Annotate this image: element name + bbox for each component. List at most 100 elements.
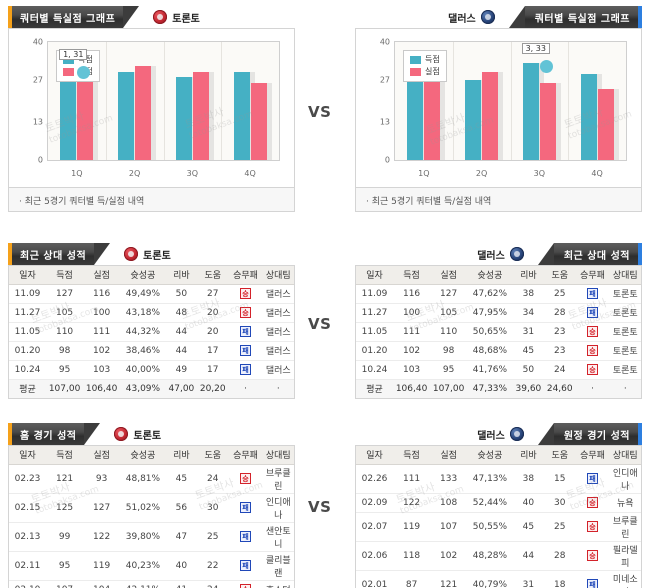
tab-label: 쿼터별 득실점 그래프: [20, 13, 116, 25]
bar-score[interactable]: [118, 71, 140, 160]
table-cell: 116: [83, 284, 121, 304]
bar-score[interactable]: [60, 68, 82, 161]
table-row[interactable]: 11.05 111 110 50,65% 31 23 승 토론토: [356, 322, 641, 342]
dallas-quarter-chart-panel: 댈러스 쿼터별 득실점 그래프 토토박사 totobaksa.com 토토박사 to…: [355, 6, 642, 212]
toronto-quarter-chart-panel: 쿼터별 득실점 그래프 토론토 토토박사 totobaksa.com 토토박사 to…: [8, 6, 295, 212]
table-row[interactable]: 02.23 121 93 48,81% 45 24 승 브루클린: [9, 464, 294, 494]
vs-label-venue: VS: [308, 498, 332, 516]
bar-score[interactable]: [175, 77, 197, 160]
status-badge: 승: [587, 345, 599, 356]
toronto-logo-icon: [114, 427, 129, 441]
column-header: 승무패: [575, 446, 610, 465]
bar-score[interactable]: [407, 68, 429, 161]
table-cell: 클리블랜: [262, 551, 294, 581]
table-cell: 인디애나: [262, 493, 294, 523]
table-row[interactable]: 11.27 105 100 43,18% 48 20 승 댈러스: [9, 303, 294, 323]
table-cell: 95: [430, 360, 468, 380]
legend-item: 실점: [410, 66, 440, 78]
dallas-logo-icon: [480, 10, 495, 24]
table-cell: 40,00%: [120, 360, 166, 380]
table-row[interactable]: 02.1010710442,11%4124 승 휴스턴: [9, 580, 294, 588]
table-cell: 49: [165, 360, 198, 380]
table-cell: 38: [512, 284, 545, 304]
bar-conc[interactable]: [250, 83, 272, 160]
bar-conc[interactable]: [482, 71, 504, 160]
tab-away-games-right[interactable]: 원정 경기 성적: [537, 423, 642, 445]
bar-conc[interactable]: [192, 71, 214, 160]
table-cell: 107,00: [46, 379, 84, 398]
bar-conc[interactable]: [135, 65, 157, 161]
table-row[interactable]: 02.13 99 122 39,80% 47 25 패 샌안토니: [9, 522, 294, 552]
bar-conc[interactable]: [539, 83, 561, 160]
y-axis-tick: 13: [32, 117, 43, 127]
table-cell: 11.05: [9, 322, 47, 342]
table-row[interactable]: 11.27 100 105 47,95% 34 28 패 토론토: [356, 303, 641, 323]
table-cell: 52,44%: [467, 493, 513, 513]
table-cell: 40: [512, 493, 545, 513]
bar-conc[interactable]: [597, 89, 619, 160]
table-cell: 116: [393, 284, 431, 304]
table-row[interactable]: 02.09 122 108 52,44% 40 30 승 뉴욕: [356, 493, 641, 513]
bar-score[interactable]: [522, 62, 544, 161]
tab-home-games-left[interactable]: 홈 경기 성적: [8, 423, 102, 445]
chart-tooltip: 1, 31: [59, 48, 88, 60]
table-row[interactable]: 02.07 119 107 50,55% 45 25 승 브루클린: [356, 512, 641, 542]
bar-score[interactable]: [580, 74, 602, 160]
bar-score[interactable]: [233, 71, 255, 160]
table-cell: 102: [430, 541, 468, 571]
x-axis-tick: 4Q: [591, 169, 603, 178]
team-dallas: 댈러스: [440, 10, 503, 25]
table-row[interactable]: 01.20 98 102 38,46% 44 17 패 댈러스: [9, 341, 294, 361]
result-cell: 승: [575, 493, 610, 513]
table-row[interactable]: 11.09 127 116 49,49% 50 27 승 댈러스: [9, 284, 294, 304]
chart-tooltip: 3, 33: [521, 42, 550, 54]
legend-item: 득점: [410, 54, 440, 66]
data-point-marker[interactable]: [539, 59, 553, 73]
table-cell: 102: [83, 341, 121, 361]
tab-quarter-chart-right[interactable]: 쿼터별 득실점 그래프: [508, 6, 642, 28]
grid-line: [163, 42, 165, 160]
table-row[interactable]: 01.20 102 98 48,68% 45 23 승 토론토: [356, 341, 641, 361]
table-row[interactable]: 02.06 118 102 48,28% 44 28 승 필라델피: [356, 541, 641, 571]
bar-score[interactable]: [465, 80, 487, 160]
table-cell: 121: [430, 570, 468, 588]
table-cell: 44,32%: [120, 322, 166, 342]
dallas-h2h-body: 토토박사 totobaksa.com 토토박사 totobaksa.com 일자 득점…: [355, 265, 642, 399]
team-toronto: 토론토: [116, 247, 179, 262]
vs-label-headtohead: VS: [308, 315, 332, 333]
table-row[interactable]: 02.15 125 127 51,02% 56 30 패 인디애나: [9, 493, 294, 523]
tab-quarter-chart-left[interactable]: 쿼터별 득실점 그래프: [8, 6, 140, 28]
bar-conc[interactable]: [424, 74, 446, 160]
table-row[interactable]: 10.24 103 95 41,76% 50 24 승 토론토: [356, 360, 641, 380]
toronto-chart-body: 토토박사 totobaksa.com 토토박사 totobaksa.com 0 13 2…: [8, 28, 295, 212]
table-row[interactable]: 11.09 116 127 47,62% 38 25 패 토론토: [356, 284, 641, 304]
tab-recent-h2h-left[interactable]: 최근 상대 성적: [8, 243, 111, 265]
table-cell: 108: [430, 493, 468, 513]
column-header: 일자: [356, 446, 394, 465]
table-row[interactable]: 02.11 95 119 40,23% 40 22 패 클리블랜: [9, 551, 294, 581]
table-cell: 평균: [356, 379, 394, 398]
legend-swatch-icon: [410, 56, 421, 64]
table-row[interactable]: 02.26 111 133 47,13% 38 15 패 인디애나: [356, 464, 641, 494]
table-cell: 31: [512, 570, 545, 588]
y-axis-tick: 0: [37, 155, 43, 165]
data-point-marker[interactable]: [77, 65, 91, 79]
team-name: 댈러스: [448, 13, 476, 25]
team-name: 토론토: [133, 430, 162, 442]
x-axis-tick: 1Q: [418, 169, 430, 178]
table-row[interactable]: 11.05 110 111 44,32% 44 20 패 댈러스: [9, 322, 294, 342]
status-badge: 승: [240, 473, 252, 484]
table-cell: 44: [512, 541, 545, 571]
tab-recent-h2h-right[interactable]: 최근 상대 성적: [537, 243, 642, 265]
bar-conc[interactable]: [77, 80, 99, 160]
status-badge: 승: [587, 326, 599, 337]
team-toronto: 토론토: [145, 10, 208, 25]
column-header: 도움: [544, 266, 576, 285]
status-badge: 패: [240, 531, 252, 542]
table-header-row: 일자 득점 실점 슛성공 리바 도움 승무패 상대팀: [356, 446, 641, 465]
table-cell: 20: [197, 303, 229, 323]
legend-swatch-icon: [410, 68, 421, 76]
table-row[interactable]: 10.24 95 103 40,00% 49 17 패 댈러스: [9, 360, 294, 380]
table-cell: 93: [83, 464, 121, 494]
